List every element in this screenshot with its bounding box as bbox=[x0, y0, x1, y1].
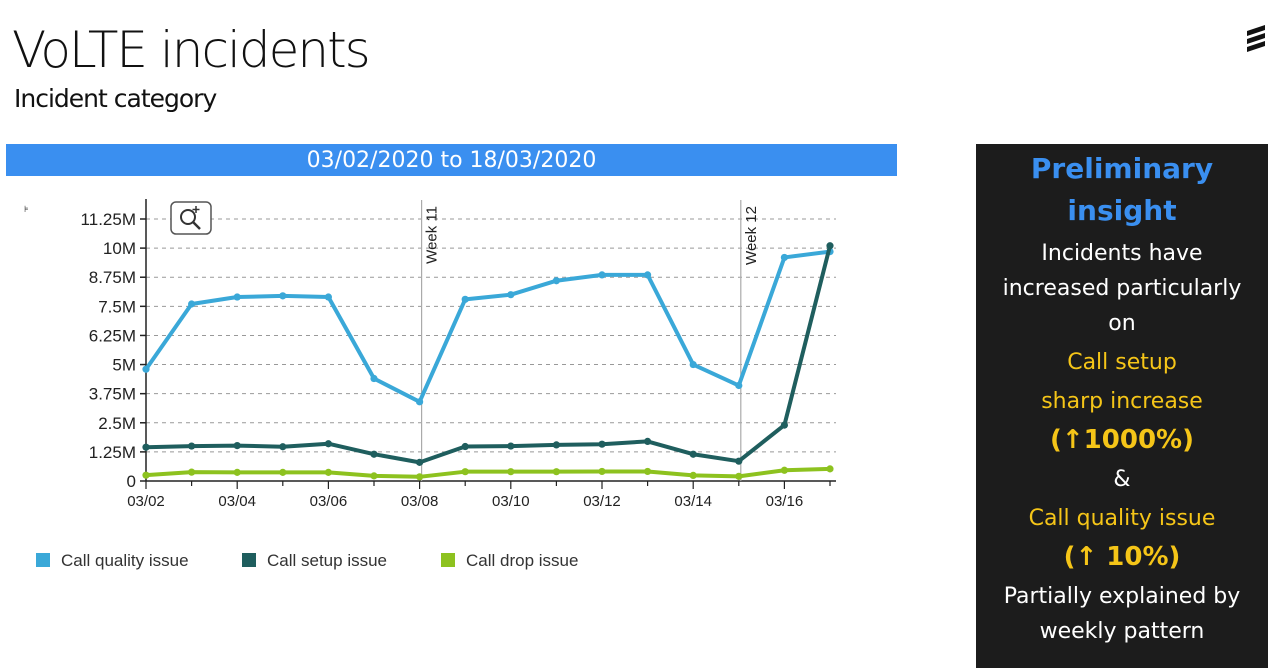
insight-ampersand: & bbox=[1113, 467, 1131, 492]
data-point bbox=[324, 440, 332, 448]
data-point bbox=[552, 441, 561, 449]
data-point bbox=[416, 458, 424, 466]
legend-item[interactable]: Call setup issue bbox=[242, 551, 387, 570]
data-point bbox=[370, 472, 378, 480]
y-tick-label: 2.5M bbox=[98, 414, 136, 433]
data-point bbox=[507, 442, 515, 450]
x-tick-label: 03/12 bbox=[583, 493, 621, 510]
page-title: VoLTE incidents bbox=[12, 21, 371, 79]
x-tick-label: 03/10 bbox=[492, 493, 530, 510]
data-point bbox=[644, 437, 652, 446]
data-point bbox=[188, 300, 196, 308]
x-tick-label: 03/06 bbox=[310, 493, 348, 510]
data-point bbox=[188, 442, 196, 450]
y-tick-label: 6.25M bbox=[89, 326, 136, 345]
zoom-in-icon bbox=[180, 206, 201, 230]
page-subtitle: Incident category bbox=[14, 84, 217, 113]
data-point bbox=[735, 381, 743, 390]
insight-panel: Preliminary insight Incidents have incre… bbox=[976, 144, 1268, 668]
data-point bbox=[552, 468, 561, 476]
insight-percentage-2: (↑ 10%) bbox=[1063, 542, 1181, 572]
x-tick-label: 03/04 bbox=[218, 493, 256, 510]
data-point bbox=[324, 468, 332, 476]
data-point bbox=[507, 291, 515, 299]
chart-menu-icon[interactable]: ⊧ bbox=[24, 204, 29, 214]
x-tick-label: 03/14 bbox=[674, 493, 712, 510]
data-point bbox=[279, 292, 287, 300]
series-line bbox=[145, 466, 831, 479]
data-point bbox=[598, 467, 606, 476]
data-point bbox=[689, 471, 697, 480]
data-point bbox=[142, 365, 150, 373]
data-point bbox=[780, 466, 789, 474]
data-point bbox=[324, 293, 332, 301]
data-point bbox=[461, 442, 469, 451]
date-range-banner: 03/02/2020 to 18/03/2020 bbox=[6, 144, 897, 176]
week-marker-label: Week 12 bbox=[743, 206, 760, 265]
data-point bbox=[461, 295, 469, 303]
y-tick-label: 1.25M bbox=[89, 443, 136, 462]
zoom-button[interactable] bbox=[170, 201, 212, 235]
series-line bbox=[144, 249, 831, 404]
insight-highlight-call-setup: Call setup bbox=[1067, 350, 1177, 375]
data-point bbox=[416, 473, 424, 481]
y-tick-label: 10M bbox=[103, 239, 136, 258]
data-point bbox=[370, 450, 378, 458]
week-marker-label: Week 11 bbox=[424, 206, 441, 264]
data-point bbox=[780, 421, 789, 429]
y-tick-label: 11.25M bbox=[81, 210, 136, 229]
legend-swatch bbox=[36, 553, 50, 567]
data-point bbox=[644, 467, 652, 476]
data-point bbox=[826, 465, 834, 473]
insight-heading: Preliminary insight bbox=[1030, 152, 1214, 227]
data-point bbox=[461, 468, 469, 476]
data-point bbox=[279, 443, 287, 451]
legend-item[interactable]: Call drop issue bbox=[441, 551, 578, 570]
legend-swatch bbox=[441, 553, 455, 567]
data-point bbox=[370, 374, 378, 383]
insight-highlight-call-quality: Call quality issue bbox=[1028, 506, 1216, 531]
legend-label: Call drop issue bbox=[466, 551, 578, 570]
data-point bbox=[689, 360, 697, 369]
x-tick-label: 03/16 bbox=[766, 493, 804, 510]
y-tick-label: 7.5M bbox=[98, 297, 136, 316]
data-point bbox=[233, 442, 241, 450]
x-tick-label: 03/02 bbox=[127, 493, 165, 510]
x-tick-label: 03/08 bbox=[401, 493, 439, 510]
insight-explanation: Partially explained by weekly pattern bbox=[1003, 584, 1241, 644]
ericsson-logo-icon bbox=[1247, 25, 1265, 52]
data-point bbox=[689, 450, 697, 458]
data-point bbox=[735, 472, 743, 480]
data-point bbox=[279, 468, 287, 476]
data-point bbox=[780, 253, 789, 262]
data-point bbox=[598, 271, 606, 279]
legend-label: Call setup issue bbox=[267, 551, 387, 570]
data-point bbox=[507, 468, 515, 476]
series-line bbox=[145, 245, 832, 465]
y-tick-label: 5M bbox=[112, 356, 136, 375]
data-point bbox=[233, 293, 241, 301]
data-point bbox=[826, 242, 834, 250]
y-tick-label: 0 bbox=[127, 472, 136, 491]
data-point bbox=[188, 468, 196, 476]
incident-line-chart: 0 1.25M 2.5M 3.75M 5M 6.25M 7.5M 8.75M 10M 11.25M… bbox=[24, 199, 836, 570]
data-point bbox=[416, 398, 424, 406]
data-point bbox=[735, 457, 743, 465]
y-tick-label: 8.75M bbox=[89, 268, 136, 287]
data-point bbox=[598, 440, 606, 448]
insight-percentage-1: (↑1000%) bbox=[1050, 425, 1194, 455]
data-point bbox=[142, 471, 150, 479]
insight-text: Incidents have increased particularly on bbox=[1002, 241, 1242, 336]
insight-highlight-sharp-increase: sharp increase bbox=[1041, 389, 1203, 414]
data-point bbox=[644, 271, 652, 279]
legend-item[interactable]: Call quality issue bbox=[36, 551, 189, 570]
data-point bbox=[552, 277, 561, 285]
data-point bbox=[233, 468, 241, 476]
data-point bbox=[142, 443, 150, 451]
legend-label: Call quality issue bbox=[61, 551, 189, 570]
y-tick-label: 3.75M bbox=[89, 385, 136, 404]
legend-swatch bbox=[242, 553, 256, 567]
